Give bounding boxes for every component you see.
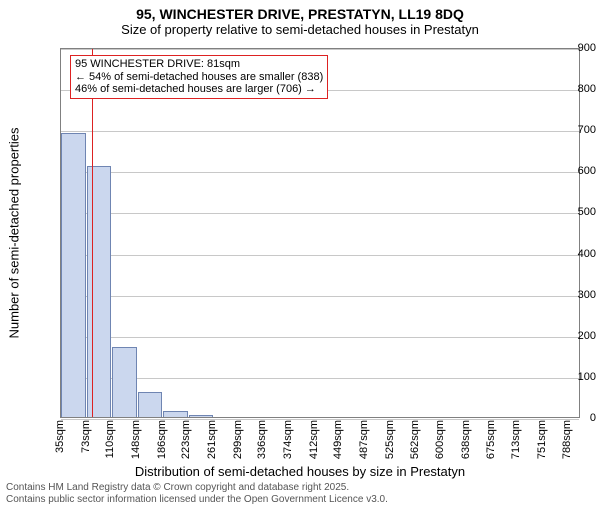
gridline [61, 337, 579, 338]
y-axis-label: Number of semi-detached properties [7, 128, 22, 339]
y-tick-label: 700 [540, 124, 596, 136]
y-tick-label: 100 [540, 371, 596, 383]
x-tick-label: 675sqm [485, 420, 497, 459]
x-tick-label: 374sqm [282, 420, 294, 459]
x-tick-label: 487sqm [358, 420, 370, 459]
y-tick-label: 800 [540, 83, 596, 95]
property-marker-line [92, 49, 93, 417]
annotation-line: 95 WINCHESTER DRIVE: 81sqm [75, 58, 323, 71]
annotation-line: 46% of semi-detached houses are larger (… [75, 83, 323, 96]
gridline [61, 378, 579, 379]
x-tick-label: 562sqm [409, 420, 421, 459]
y-tick-label: 200 [540, 330, 596, 342]
y-tick-label: 400 [540, 248, 596, 260]
footer-line-1: Contains HM Land Registry data © Crown c… [6, 482, 600, 494]
gridline [61, 131, 579, 132]
y-tick-label: 300 [540, 289, 596, 301]
histogram-bar [138, 392, 163, 417]
x-axis-label: Distribution of semi-detached houses by … [135, 464, 465, 479]
x-tick-label: 299sqm [232, 420, 244, 459]
gridline [61, 213, 579, 214]
plot-area [60, 48, 580, 418]
histogram-bar [189, 415, 214, 417]
x-tick-label: 186sqm [156, 420, 168, 459]
x-tick-container: 35sqm73sqm110sqm148sqm186sqm223sqm261sqm… [60, 418, 580, 464]
x-tick-label: 751sqm [536, 420, 548, 459]
y-tick-label: 900 [540, 42, 596, 54]
gridline [61, 296, 579, 297]
x-tick-label: 412sqm [308, 420, 320, 459]
x-tick-label: 713sqm [510, 420, 522, 459]
x-tick-label: 336sqm [256, 420, 268, 459]
x-tick-label: 223sqm [180, 420, 192, 459]
chart-footer: Contains HM Land Registry data © Crown c… [0, 482, 600, 506]
y-tick-label: 600 [540, 165, 596, 177]
x-tick-label: 35sqm [54, 420, 66, 453]
chart-title: 95, WINCHESTER DRIVE, PRESTATYN, LL19 8D… [0, 6, 600, 22]
gridline [61, 172, 579, 173]
histogram-chart: 95, WINCHESTER DRIVE, PRESTATYN, LL19 8D… [0, 0, 600, 500]
footer-line-2: Contains public sector information licen… [6, 494, 600, 506]
histogram-bar [61, 133, 86, 417]
y-tick-label: 500 [540, 206, 596, 218]
x-tick-label: 449sqm [332, 420, 344, 459]
x-tick-label: 148sqm [130, 420, 142, 459]
x-tick-label: 110sqm [104, 420, 116, 458]
x-tick-label: 73sqm [80, 420, 92, 453]
histogram-bar [87, 166, 112, 417]
annotation-box: 95 WINCHESTER DRIVE: 81sqm← 54% of semi-… [70, 55, 328, 99]
chart-subtitle: Size of property relative to semi-detach… [0, 22, 600, 37]
annotation-line: ← 54% of semi-detached houses are smalle… [75, 71, 323, 84]
x-tick-label: 788sqm [561, 420, 573, 459]
x-tick-label: 525sqm [384, 420, 396, 459]
x-tick-label: 638sqm [460, 420, 472, 459]
gridline [61, 49, 579, 50]
x-tick-label: 261sqm [206, 420, 218, 459]
histogram-bar [112, 347, 137, 417]
histogram-bar [163, 411, 188, 417]
gridline [61, 255, 579, 256]
x-tick-label: 600sqm [434, 420, 446, 459]
